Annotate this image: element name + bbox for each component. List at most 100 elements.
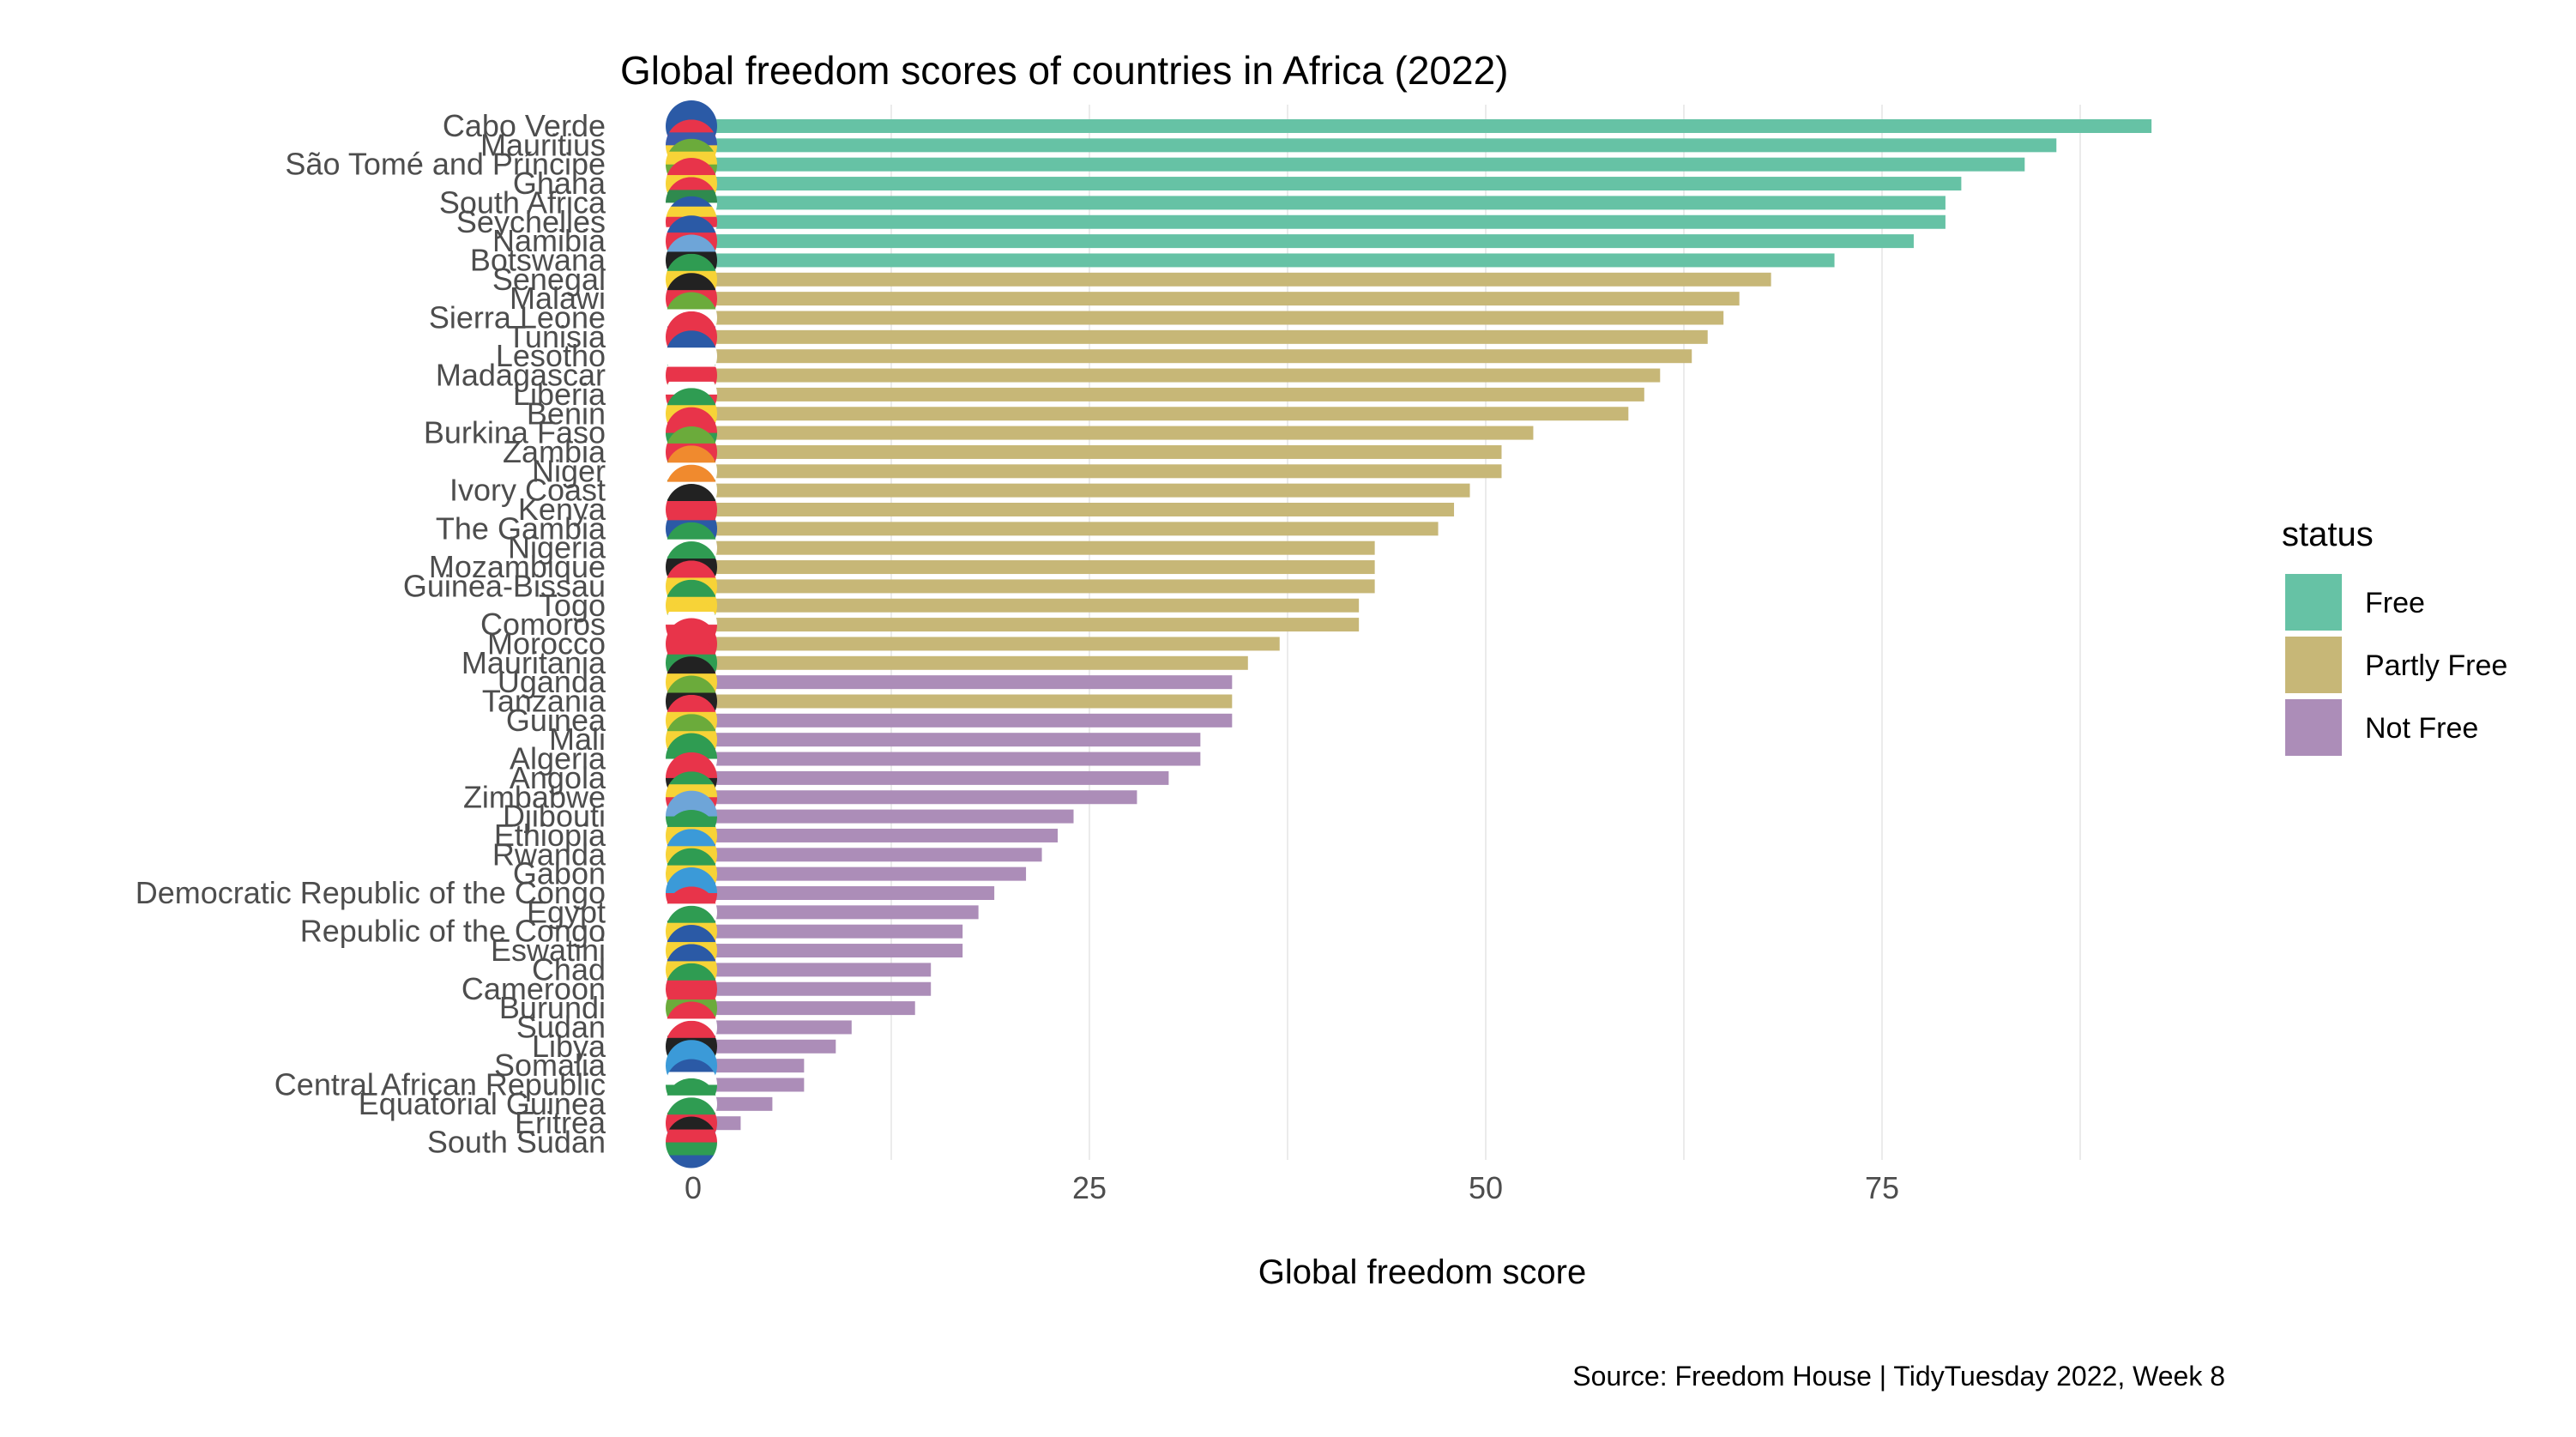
legend-swatch	[2285, 637, 2342, 693]
y-tick-label: Ghana	[513, 166, 606, 201]
y-tick-label: Burundi	[499, 990, 606, 1025]
flag-icon	[666, 1116, 717, 1168]
y-tick-label: Uganda	[498, 664, 606, 699]
y-tick-label: Senegal	[492, 262, 606, 297]
y-tick-label: Central African Republic	[274, 1067, 606, 1102]
x-axis-title: Global freedom score	[1258, 1253, 1586, 1291]
y-tick-label: Libya	[532, 1029, 606, 1064]
bar	[693, 924, 963, 939]
y-tick-label: Mauritius	[480, 127, 606, 162]
y-tick-label: Guinea-Bissau	[403, 568, 606, 603]
bar	[693, 272, 1771, 287]
y-tick-label: Republic of the Congo	[300, 914, 606, 949]
y-tick-label: Madagascar	[436, 358, 606, 393]
bar	[693, 292, 1740, 306]
bar	[693, 944, 963, 958]
legend-swatch	[2285, 574, 2342, 631]
y-tick-label: South Sudan	[427, 1125, 606, 1160]
bar	[693, 234, 1914, 249]
y-tick-label: Morocco	[487, 625, 606, 661]
bar	[693, 618, 1360, 632]
legend-label: Partly Free	[2365, 649, 2507, 682]
y-tick-label: Angola	[510, 760, 606, 795]
bar	[693, 866, 1027, 881]
bar	[693, 733, 1201, 747]
bar	[693, 1039, 836, 1054]
bar	[693, 675, 1233, 690]
bar	[693, 963, 932, 977]
y-tick-label: Lesotho	[496, 338, 606, 373]
bar	[693, 253, 1835, 268]
y-tick-label: Seychelles	[456, 204, 606, 239]
bar	[693, 214, 1946, 229]
bar	[693, 713, 1233, 728]
x-axis-ticks: 0 25 50 75	[685, 1170, 1899, 1205]
y-tick-label: Djibouti	[503, 799, 606, 834]
y-tick-label: Comoros	[480, 607, 606, 642]
y-tick-label: Egypt	[527, 894, 606, 929]
y-tick-label: Rwanda	[492, 836, 606, 872]
y-tick-label: Malawi	[510, 281, 606, 316]
y-tick-label: Mozambique	[429, 549, 606, 584]
y-tick-label: Cameroon	[462, 971, 606, 1006]
bar	[693, 138, 2057, 153]
y-tick-label: Zimbabwe	[463, 779, 606, 814]
bar	[693, 349, 1692, 364]
y-tick-label: Mali	[549, 722, 606, 757]
y-tick-label: Somalia	[494, 1048, 606, 1083]
x-tick-label: 75	[1865, 1170, 1899, 1205]
y-tick-label: Burkina Faso	[424, 415, 606, 450]
y-tick-label: Chad	[532, 951, 606, 987]
bar	[693, 1059, 805, 1073]
bar	[693, 196, 1946, 210]
bar	[693, 905, 979, 920]
bar	[693, 329, 1708, 344]
legend: status Free Partly Free Not Free	[2282, 516, 2507, 756]
y-tick-label: Gabon	[513, 856, 606, 891]
bar	[693, 886, 995, 900]
y-tick-label: The Gambia	[436, 510, 606, 546]
bar	[693, 790, 1137, 805]
bar	[693, 598, 1360, 613]
bar	[693, 694, 1233, 709]
legend-title: status	[2282, 516, 2374, 553]
x-tick-label: 0	[685, 1170, 702, 1205]
y-tick-label: Ethiopia	[494, 818, 606, 853]
bar	[693, 368, 1661, 383]
bar	[693, 1020, 852, 1035]
y-tick-label: Sudan	[516, 1009, 606, 1044]
y-tick-label: Guinea	[506, 703, 606, 738]
y-tick-label: Mauritania	[462, 645, 606, 680]
bar	[693, 503, 1455, 516]
bar	[693, 387, 1644, 402]
bar	[693, 828, 1059, 842]
y-tick-label: Ivory Coast	[449, 473, 606, 508]
y-tick-label: Eswatini	[491, 933, 606, 968]
y-tick-label: Sierra Leone	[429, 300, 606, 335]
y-tick-label: Togo	[539, 588, 606, 623]
y-tick-label: Cabo Verde	[443, 108, 606, 143]
bar	[693, 809, 1074, 824]
bar	[693, 444, 1502, 459]
y-tick-label: Equatorial Guinea	[359, 1086, 606, 1121]
bar	[693, 655, 1248, 670]
y-tick-label: São Tomé and Príncipe	[285, 147, 606, 182]
legend-label: Free	[2365, 587, 2425, 619]
chart-title: Global freedom scores of countries in Af…	[620, 48, 1509, 93]
legend-label: Not Free	[2365, 712, 2478, 745]
y-tick-label: Democratic Republic of the Congo	[136, 875, 606, 910]
bar	[693, 1001, 915, 1016]
y-tick-label: Eritrea	[515, 1105, 606, 1140]
bar	[693, 157, 2025, 172]
y-tick-label: Liberia	[513, 377, 606, 412]
bar	[693, 483, 1470, 498]
bar	[693, 119, 2152, 133]
legend-swatch	[2285, 699, 2342, 756]
y-tick-label: Algeria	[510, 741, 606, 776]
bars	[693, 119, 2152, 1131]
bar	[693, 752, 1201, 766]
bar	[693, 770, 1169, 785]
bar	[693, 177, 1962, 191]
